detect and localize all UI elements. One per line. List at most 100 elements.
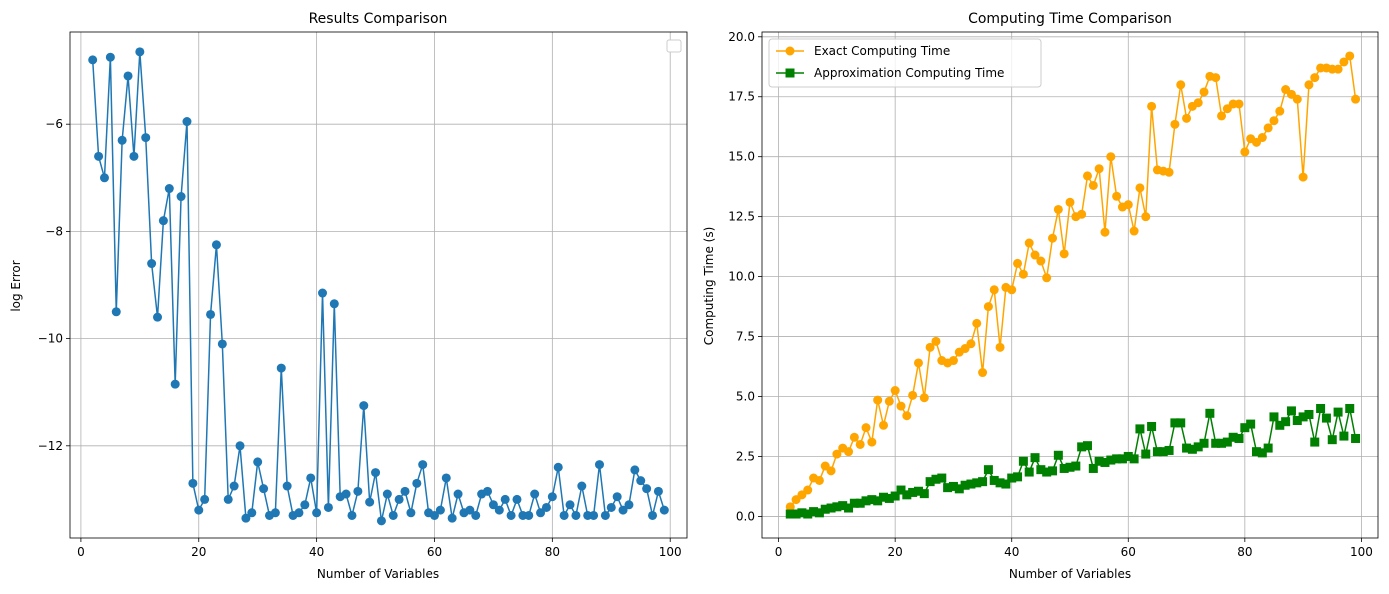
data-point	[1193, 98, 1203, 108]
x-tick-label: 100	[659, 545, 682, 559]
data-point	[896, 401, 906, 411]
data-point	[1246, 419, 1256, 429]
data-point	[99, 173, 109, 183]
data-point	[1013, 258, 1023, 268]
data-point	[300, 500, 310, 510]
data-point	[353, 486, 363, 496]
data-point	[129, 151, 139, 161]
data-point	[1351, 94, 1361, 104]
data-point	[206, 309, 216, 319]
data-point	[1345, 51, 1355, 61]
data-point	[1164, 445, 1174, 455]
data-point	[500, 494, 510, 504]
data-point	[270, 508, 280, 518]
data-point	[488, 500, 498, 510]
data-point	[376, 516, 386, 526]
data-point	[512, 494, 522, 504]
data-point	[229, 481, 239, 491]
data-point	[1013, 472, 1023, 482]
data-point	[1030, 453, 1040, 463]
data-point	[111, 307, 121, 317]
data-point	[1351, 433, 1361, 443]
data-point	[884, 396, 894, 406]
data-point	[1211, 73, 1221, 83]
data-point	[441, 473, 451, 483]
data-point	[902, 411, 912, 421]
data-point	[1112, 454, 1122, 464]
data-point	[1094, 164, 1104, 174]
y-tick-label: 5.0	[736, 390, 755, 404]
data-point	[1217, 111, 1227, 121]
computing-time-comparison-chart: Computing Time Comparison Number of Vari…	[702, 11, 1379, 581]
data-point	[925, 342, 935, 352]
data-point	[117, 135, 127, 145]
data-point	[200, 494, 210, 504]
plot-area-frame	[69, 31, 688, 539]
data-point	[618, 505, 628, 515]
data-point	[1170, 418, 1180, 428]
data-point	[913, 486, 923, 496]
data-point	[630, 465, 640, 475]
legend-label-exact: Exact Computing Time	[814, 44, 950, 58]
data-point	[1147, 101, 1157, 111]
data-point	[1036, 256, 1046, 266]
x-tick-label: 80	[545, 545, 560, 559]
data-point	[642, 484, 652, 494]
plot-area-frame	[761, 31, 1379, 539]
data-point	[791, 509, 801, 519]
data-point	[589, 510, 599, 520]
data-point	[465, 505, 475, 515]
data-point	[371, 468, 381, 478]
data-point	[1275, 420, 1285, 430]
chart-title: Computing Time Comparison	[968, 11, 1172, 27]
data-point	[1263, 123, 1273, 133]
y-axis-label: Computing Time (s)	[702, 227, 716, 346]
data-point	[1310, 73, 1320, 83]
data-point	[884, 493, 894, 503]
data-point	[913, 358, 923, 368]
data-point	[659, 505, 669, 515]
data-point	[606, 502, 616, 512]
data-point	[1304, 80, 1314, 90]
x-tick-label: 40	[1004, 545, 1019, 559]
data-point	[966, 339, 976, 349]
data-point	[1007, 285, 1017, 295]
data-point	[1018, 269, 1028, 279]
data-point	[1135, 183, 1145, 193]
data-point	[1182, 113, 1192, 123]
data-point	[1112, 191, 1122, 201]
data-point	[995, 478, 1005, 488]
data-point	[141, 133, 151, 143]
x-tick-label: 0	[775, 545, 783, 559]
y-tick-label: −8	[45, 224, 63, 238]
data-point	[1152, 447, 1162, 457]
data-point	[1298, 412, 1308, 422]
x-tick-label: 0	[77, 545, 85, 559]
empty-legend-box[interactable]	[666, 39, 682, 53]
data-point	[259, 484, 269, 494]
data-point	[1199, 438, 1209, 448]
data-point	[978, 368, 988, 378]
data-point	[294, 508, 304, 518]
data-point	[94, 151, 104, 161]
data-point	[276, 363, 286, 373]
legend[interactable]: Exact Computing Time Approximation Compu…	[768, 38, 1042, 88]
y-axis-label: log Error	[9, 260, 23, 311]
data-point	[194, 505, 204, 515]
data-point	[1310, 437, 1320, 447]
data-point	[88, 55, 98, 65]
data-point	[341, 489, 351, 499]
data-point	[1228, 432, 1238, 442]
data-point	[919, 489, 929, 499]
data-point	[1077, 442, 1087, 452]
legend-marker-approximation	[785, 68, 795, 78]
data-point	[1053, 450, 1063, 460]
chart-title: Results Comparison	[309, 11, 448, 27]
x-tick-label: 20	[888, 545, 903, 559]
data-point	[1059, 249, 1069, 259]
data-point	[1030, 250, 1040, 260]
data-point	[471, 510, 481, 520]
data-point	[1141, 212, 1151, 222]
data-point	[803, 485, 813, 495]
